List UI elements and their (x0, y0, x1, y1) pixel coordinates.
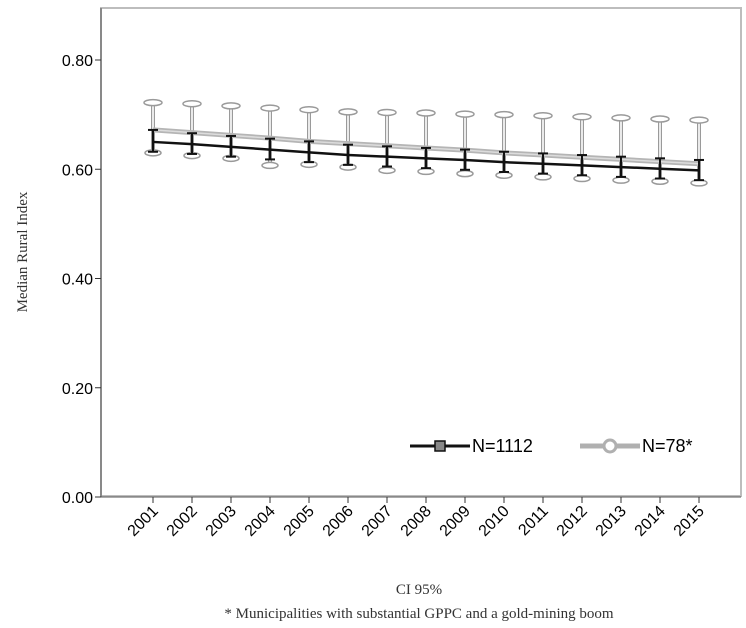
errorbar-n78-cap-high (143, 98, 163, 107)
x-tick-label: 2015 (671, 503, 708, 540)
errorbar-n78-cap-high (182, 99, 202, 108)
errorbar-n78-cap-high (416, 109, 436, 117)
x-tick-label: 2011 (515, 503, 551, 539)
y-tick-label: 0.80 (62, 53, 93, 70)
errorbar-n78-cap-high (221, 102, 241, 110)
y-tick-label: 0.00 (62, 490, 93, 507)
series-n1112 (148, 128, 704, 182)
x-tick-label: 2014 (632, 503, 669, 540)
x-tick-label: 2005 (281, 503, 318, 540)
legend-label-n1112: N=1112 (472, 436, 533, 456)
y-axis-label: Median Rural Index (15, 191, 31, 312)
errorbar-n78-cap-high (260, 104, 280, 112)
legend-marker-square (434, 440, 446, 452)
x-tick-label: 2007 (359, 503, 396, 540)
y-axis-ticks: 0.00 0.20 0.40 0.60 0.80 (62, 53, 101, 507)
x-tick-label: 2012 (554, 503, 591, 540)
x-axis-ticks: 2001 2002 2003 2004 2005 2006 2007 2008 2009 2010… (125, 497, 708, 540)
x-tick-label: 2010 (476, 503, 513, 540)
plot-area (100, 7, 742, 497)
legend-marker-circle (602, 438, 618, 454)
errorbar-n78-cap-high (572, 113, 592, 121)
series-layer (143, 98, 709, 187)
errorbar-n78-cap-low (573, 174, 591, 183)
errorbar-n78-cap-high (689, 116, 709, 124)
errorbar-n78-cap-low (495, 171, 513, 180)
errorbar-n78-cap-high (650, 115, 670, 123)
x-axis-label: CI 95% (396, 582, 442, 598)
y-tick-label: 0.20 (62, 381, 93, 398)
footnote: * Municipalities with substantial GPPC a… (224, 606, 613, 622)
errorbar-n78-cap-high (533, 111, 553, 120)
y-tick-label: 0.60 (62, 162, 93, 179)
errorbar-n78-cap-low (417, 167, 435, 176)
x-tick-label: 2004 (242, 503, 279, 540)
errorbar-n78-cap-high (611, 114, 631, 122)
errorbar-n78-cap-low (456, 169, 474, 178)
x-tick-label: 2006 (320, 503, 357, 540)
x-tick-label: 2013 (593, 503, 630, 540)
errorbar-n78-cap-low (261, 161, 279, 170)
x-tick-label: 2001 (125, 503, 162, 540)
x-tick-label: 2009 (437, 503, 474, 540)
y-tick-label: 0.40 (62, 272, 93, 289)
errorbar-n78-cap-low (378, 166, 396, 175)
legend-label-n78: N=78* (642, 436, 693, 456)
errorbar-n78-cap-low (534, 173, 552, 181)
errorbar-n78-cap-high (455, 110, 475, 118)
errorbar-n78-cap-high (338, 108, 358, 116)
x-tick-label: 2003 (203, 503, 240, 540)
x-tick-label: 2002 (164, 503, 201, 540)
errorbar-n78-cap-low (612, 176, 630, 184)
x-tick-label: 2008 (398, 503, 435, 540)
errorbar-n78-cap-high (377, 108, 397, 117)
errorbar-n78-cap-high (494, 110, 514, 119)
legend: N=1112 N=78* (410, 436, 693, 456)
errorbar-n78-cap-high (299, 105, 319, 114)
